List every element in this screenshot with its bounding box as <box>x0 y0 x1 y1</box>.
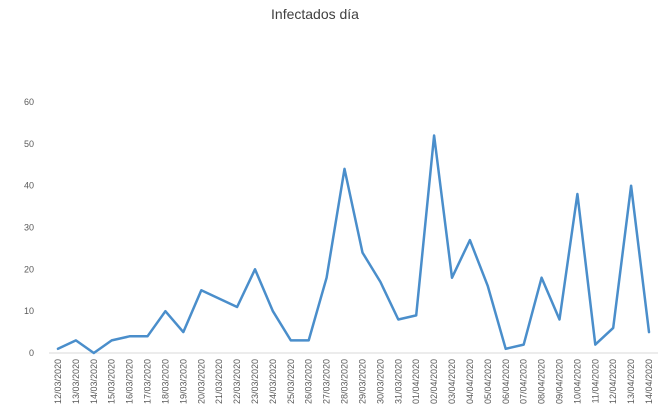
x-tick-label: 18/03/2020 <box>160 359 170 404</box>
x-tick-label: 10/04/2020 <box>572 359 582 404</box>
x-tick-label: 31/03/2020 <box>393 359 403 404</box>
x-tick-label: 05/04/2020 <box>483 359 493 404</box>
x-tick-label: 02/04/2020 <box>429 359 439 404</box>
y-tick-label: 20 <box>24 264 34 274</box>
x-tick-label: 25/03/2020 <box>286 359 296 404</box>
x-tick-label: 08/04/2020 <box>537 359 547 404</box>
x-tick-label: 29/03/2020 <box>357 359 367 404</box>
x-tick-label: 01/04/2020 <box>411 359 421 404</box>
y-tick-label: 50 <box>24 139 34 149</box>
y-tick-label: 0 <box>29 348 34 358</box>
x-tick-label: 14/04/2020 <box>644 359 654 404</box>
x-tick-label: 11/04/2020 <box>590 359 600 403</box>
x-tick-label: 03/04/2020 <box>447 359 457 404</box>
x-tick-label: 30/03/2020 <box>375 359 385 404</box>
x-tick-label: 16/03/2020 <box>125 359 135 404</box>
x-tick-label: 13/03/2020 <box>71 359 81 404</box>
series-group <box>56 134 651 355</box>
x-tick-label: 07/04/2020 <box>519 359 529 404</box>
y-tick-label: 30 <box>24 223 34 233</box>
x-tick-label: 13/04/2020 <box>626 359 636 404</box>
y-axis-tick-labels: 0 10 20 30 40 50 60 <box>24 97 34 358</box>
y-tick-label: 60 <box>24 97 34 107</box>
x-tick-label: 15/03/2020 <box>107 359 117 404</box>
x-tick-label: 27/03/2020 <box>322 359 332 404</box>
x-tick-label: 24/03/2020 <box>268 359 278 404</box>
x-tick-label: 26/03/2020 <box>304 359 314 404</box>
x-tick-label: 14/03/2020 <box>89 359 99 404</box>
y-tick-label: 10 <box>24 306 34 316</box>
x-tick-label: 22/03/2020 <box>232 359 242 404</box>
x-tick-label: 20/03/2020 <box>196 359 206 404</box>
y-tick-label: 40 <box>24 181 34 191</box>
chart-title: Infectados día <box>271 6 359 22</box>
x-tick-label: 12/04/2020 <box>608 359 618 404</box>
x-tick-label: 04/04/2020 <box>465 359 475 404</box>
x-tick-label: 19/03/2020 <box>178 359 188 404</box>
x-tick-label: 21/03/2020 <box>214 359 224 404</box>
x-tick-label: 17/03/2020 <box>143 359 153 404</box>
series-line <box>56 134 651 355</box>
x-tick-label: 12/03/2020 <box>53 359 63 404</box>
x-tick-label: 23/03/2020 <box>250 359 260 404</box>
x-tick-label: 28/03/2020 <box>340 359 350 404</box>
x-tick-label: 06/04/2020 <box>501 359 511 404</box>
x-tick-label: 09/04/2020 <box>554 359 564 404</box>
x-axis-tick-labels: 12/03/2020 13/03/2020 14/03/2020 15/03/2020… <box>53 359 654 404</box>
